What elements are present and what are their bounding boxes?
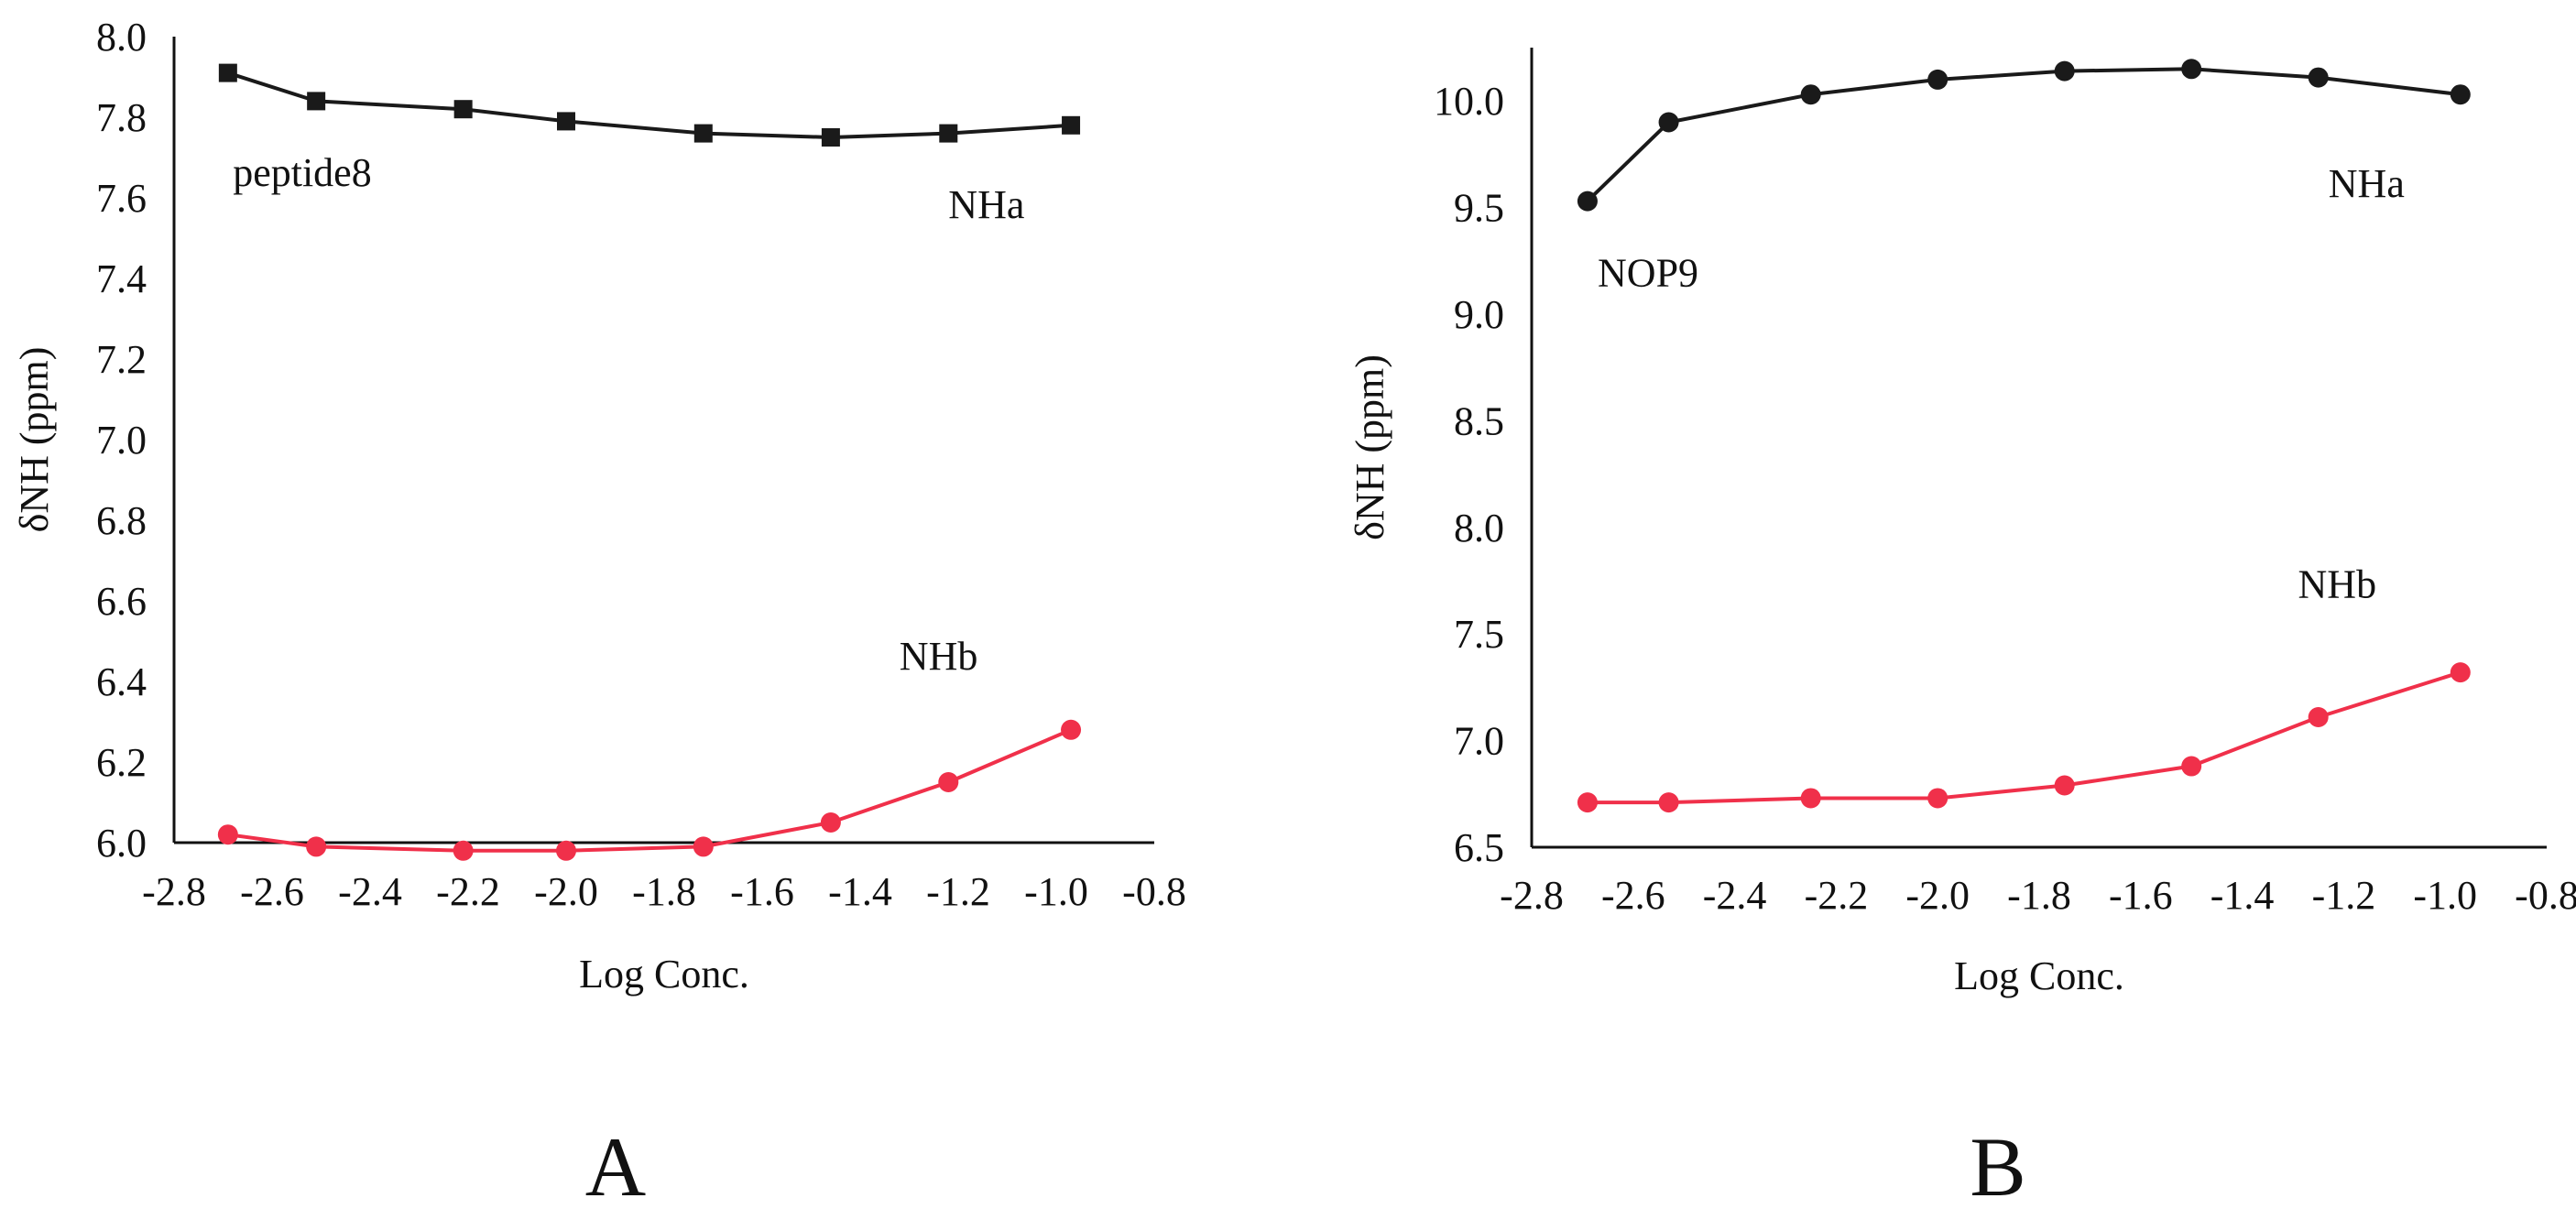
data-point (1658, 112, 1679, 133)
x-tick-label: -1.0 (1024, 869, 1088, 914)
y-tick-label: 7.2 (96, 337, 147, 382)
data-point (2054, 60, 2075, 82)
data-point (306, 836, 327, 857)
data-point (453, 840, 474, 861)
x-tick-label: -2.4 (1703, 873, 1767, 918)
data-point (693, 124, 713, 143)
data-point (2450, 84, 2471, 105)
x-tick-label: -2.2 (1805, 873, 1869, 918)
annotation-label: NOP9 (1598, 251, 1698, 296)
series-line-2 (227, 727, 1072, 853)
x-tick-label: -1.8 (632, 869, 696, 914)
y-tick-label: 8.0 (1454, 506, 1504, 550)
x-tick-label: -1.2 (926, 869, 990, 914)
series-line-1 (1586, 67, 2461, 203)
y-tick-label: 10.0 (1434, 79, 1504, 124)
y-tick-label: 8.5 (1454, 398, 1504, 443)
x-tick-label: -2.6 (240, 869, 304, 914)
x-tick-label: -1.2 (2312, 873, 2376, 918)
x-tick-label: -2.0 (1905, 873, 1970, 918)
y-axis-title: δNH (ppm) (1348, 354, 1392, 540)
data-point (939, 124, 958, 143)
data-point (307, 92, 326, 111)
data-point (820, 812, 841, 833)
data-point (217, 824, 238, 845)
y-tick-label: 7.4 (96, 256, 147, 301)
data-point (557, 112, 575, 131)
series-line-1 (227, 71, 1072, 139)
y-tick-label: 7.0 (96, 418, 147, 463)
x-tick-label: -2.6 (1601, 873, 1665, 918)
data-point (1927, 788, 1948, 809)
data-point (556, 840, 576, 861)
x-axis-title: Log Conc. (579, 952, 749, 997)
data-point (2308, 706, 2329, 727)
x-axis-title: Log Conc. (1954, 953, 2124, 998)
x-tick-label: -1.4 (828, 869, 892, 914)
y-tick-label: 6.0 (96, 821, 147, 866)
panel-label-b: B (1970, 1120, 2025, 1209)
annotation-label: NHa (948, 182, 1024, 227)
x-tick-label: -2.0 (534, 869, 598, 914)
data-point (2450, 662, 2471, 683)
panel-label-a: A (585, 1120, 646, 1209)
annotation-label: NHb (900, 634, 978, 679)
x-tick-label: -0.8 (1122, 869, 1186, 914)
x-tick-label: -1.0 (2413, 873, 2477, 918)
data-point (1577, 191, 1598, 212)
chart-panel-b: 6.5 7.0 7.5 8.0 8.5 9.0 9.5 10.0 -2.8 -2.6 -2.4 -2.… (1348, 48, 2576, 998)
series-line-2 (1587, 670, 2461, 805)
x-tick-label: -1.6 (730, 869, 794, 914)
annotation-label: NHb (2298, 562, 2377, 607)
data-point (1658, 792, 1679, 813)
data-point (1062, 115, 1081, 135)
data-point (1800, 84, 1821, 105)
x-tick-label: -2.8 (1500, 873, 1564, 918)
x-tick-label: -2.4 (338, 869, 402, 914)
y-tick-label: 9.5 (1454, 186, 1504, 231)
y-tick-label: 8.0 (96, 15, 147, 60)
data-point (1061, 719, 1082, 740)
annotation-label: peptide8 (233, 150, 372, 195)
data-point (453, 100, 473, 119)
data-point (2181, 756, 2202, 777)
x-tick-label: -1.8 (2007, 873, 2071, 918)
annotation-label: NHa (2329, 161, 2405, 206)
x-tick-label: -2.8 (142, 869, 206, 914)
data-point (693, 836, 714, 857)
y-tick-label: 6.8 (96, 498, 147, 543)
y-tick-label: 9.0 (1454, 292, 1504, 337)
x-tick-label: -0.8 (2515, 873, 2576, 918)
y-tick-label: 6.4 (96, 659, 147, 704)
y-tick-label: 6.2 (96, 740, 147, 785)
chart-panel-a: 6.0 6.2 6.4 6.6 6.8 7.0 7.2 7.4 7.6 7.8 8.0 -2.8 -2.… (12, 15, 1186, 997)
y-tick-label: 7.8 (96, 95, 147, 140)
y-tick-label: 7.0 (1454, 719, 1504, 764)
data-point (2308, 67, 2329, 88)
y-axis-title: δNH (ppm) (12, 347, 57, 533)
data-point (218, 63, 237, 82)
data-point (1927, 69, 1948, 90)
y-tick-label: 6.6 (96, 579, 147, 624)
data-point (2054, 775, 2075, 796)
x-tick-label: -1.4 (2210, 873, 2275, 918)
data-point (938, 772, 959, 792)
data-point (1800, 788, 1821, 809)
x-tick-label: -1.6 (2109, 873, 2173, 918)
data-point (2181, 59, 2202, 80)
x-tick-label: -2.2 (436, 869, 500, 914)
y-tick-label: 7.5 (1454, 612, 1504, 657)
y-tick-label: 6.5 (1454, 825, 1504, 870)
y-tick-label: 7.6 (96, 176, 147, 221)
data-point (821, 128, 840, 147)
data-point (1577, 792, 1598, 813)
